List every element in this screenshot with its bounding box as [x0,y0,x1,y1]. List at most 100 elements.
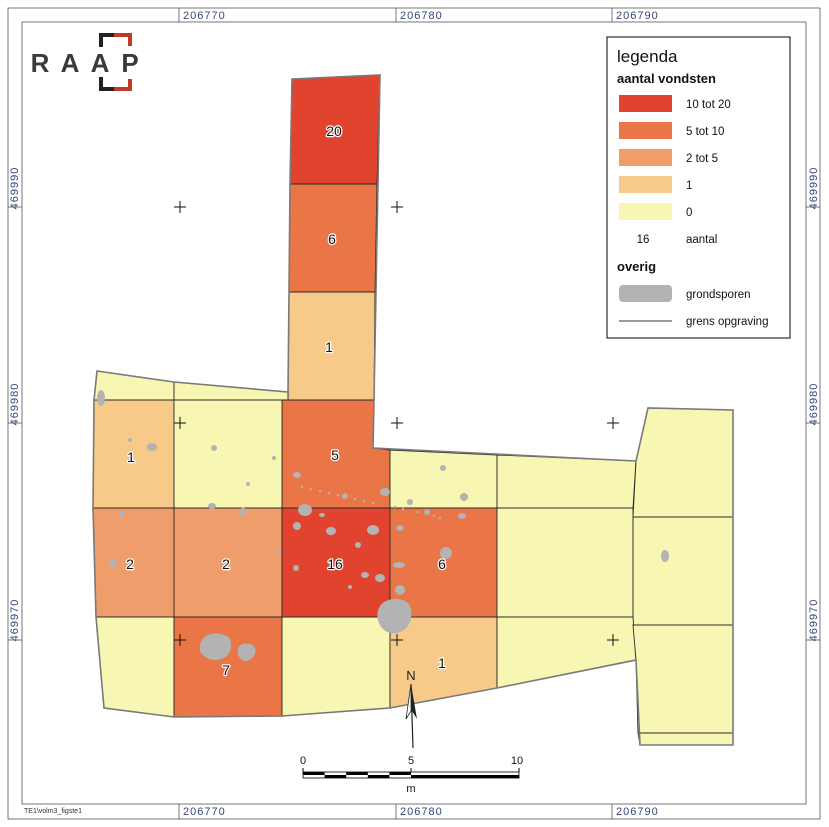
north-arrow-label: N [406,668,415,683]
cell-count-label: 2 [126,556,134,572]
legend-swatch [619,149,672,166]
legend-class-label: 10 tot 20 [686,99,731,111]
scale-bar-segment [303,772,325,775]
logo-letter: P [121,48,138,78]
soil-feature [319,513,325,517]
soil-feature [309,487,313,491]
trench-cells [92,74,734,746]
soil-feature [97,390,105,406]
logo-letter: R [31,48,50,78]
cell-count-label: 1 [438,655,446,671]
easting-label-top: 206780 [400,10,443,22]
trench-cell [632,516,734,626]
north-arrow-head [411,684,417,719]
soil-feature [393,505,397,509]
northing-label-left: 469980 [9,383,21,426]
logo-letter: A [61,48,80,78]
soil-feature [336,493,340,497]
legend-title: legenda [617,47,678,66]
legend-class-label: 2 tot 5 [686,153,718,165]
cell-count-label: 6 [328,231,336,247]
file-reference: TE1\volm3_figste1 [24,808,82,815]
grid-cross [174,201,186,213]
grid-cross [391,417,403,429]
northing-label-right: 469980 [808,383,820,426]
legend-boundary-label: grens opgraving [686,316,768,328]
easting-label-bottom: 206790 [616,806,659,818]
grid-cross [391,634,403,646]
soil-feature [318,489,322,493]
scale-bar-segment [367,775,390,778]
soil-feature [661,550,669,562]
legend-swatch [619,176,672,193]
trench-cell [95,616,175,718]
soil-feature [396,525,404,531]
trench-cell [632,407,734,518]
northing-label-left: 469990 [9,167,21,210]
map-frame: 206770 206780 206790 206770 206780 20679… [7,7,821,820]
legend: legenda aantal vondsten 10 tot 20 5 tot … [606,36,791,339]
soil-feature [416,510,420,514]
legend-swatch [619,95,672,112]
soil-feature [367,525,379,535]
soil-feature [362,499,366,503]
cell-count-label: 1 [325,339,333,355]
easting-label-top: 206790 [616,10,659,22]
soil-feature [147,443,157,451]
soil-feature [300,485,304,489]
soil-feature [460,493,468,501]
soil-feature [407,499,413,505]
logo-bracket-top-accent [114,33,132,46]
cell-count-label: 2 [222,556,230,572]
legend-other-heading: overig [617,259,656,274]
soil-feature [240,507,246,517]
soil-feature [393,562,405,568]
trench-cell [637,732,734,746]
soil-feature [246,482,250,486]
soil-feature [371,501,375,505]
soil-feature [109,559,117,567]
logo-bracket-bottom-dark [99,77,114,91]
trench-cell [496,454,637,509]
soil-feature [361,572,369,578]
grid-cross [607,634,619,646]
cell-count-label: 16 [327,556,343,572]
cell-count-label: 20 [326,123,342,139]
grid-cross [174,634,186,646]
trench-cell [496,616,637,689]
raap-logo: R A A P [31,33,139,91]
logo-bracket-top-dark [99,33,114,47]
soil-feature [293,565,299,571]
soil-feature [342,493,348,499]
northing-label-right: 469970 [808,599,820,642]
scale-bar-label: 10 [511,755,523,767]
legend-count-sample: 16 [637,234,650,246]
scale-bar: 0 5 10 m [300,755,523,795]
trench-cell [281,616,391,717]
soil-feature [375,574,385,582]
soil-feature [424,509,430,515]
soil-feature [348,585,352,589]
soil-feature [298,504,312,516]
soil-feature [353,497,357,501]
cell-count-labels: 20 6 1 5 1 2 2 16 6 7 1 [125,122,447,679]
trench-cell [93,370,175,401]
legend-class-label: 5 tot 10 [686,126,724,138]
soil-feature [199,633,232,661]
logo-bracket-bottom-accent [114,79,132,91]
cell-count-label: 1 [127,449,135,465]
legend-class-label: 0 [686,207,692,219]
legend-feature-label: grondsporen [686,289,751,301]
cell-count-label: 6 [438,556,446,572]
soil-feature [377,598,412,634]
north-arrow: N [405,668,417,749]
soil-feature [128,438,132,442]
north-arrow-head-outline [405,683,412,720]
legend-count-label: aantal [686,234,717,246]
soil-feature [438,516,442,520]
soil-features [97,390,669,661]
soil-feature [326,527,336,535]
soil-feature [395,585,405,595]
soil-feature [237,643,256,661]
grid-cross [391,201,403,213]
